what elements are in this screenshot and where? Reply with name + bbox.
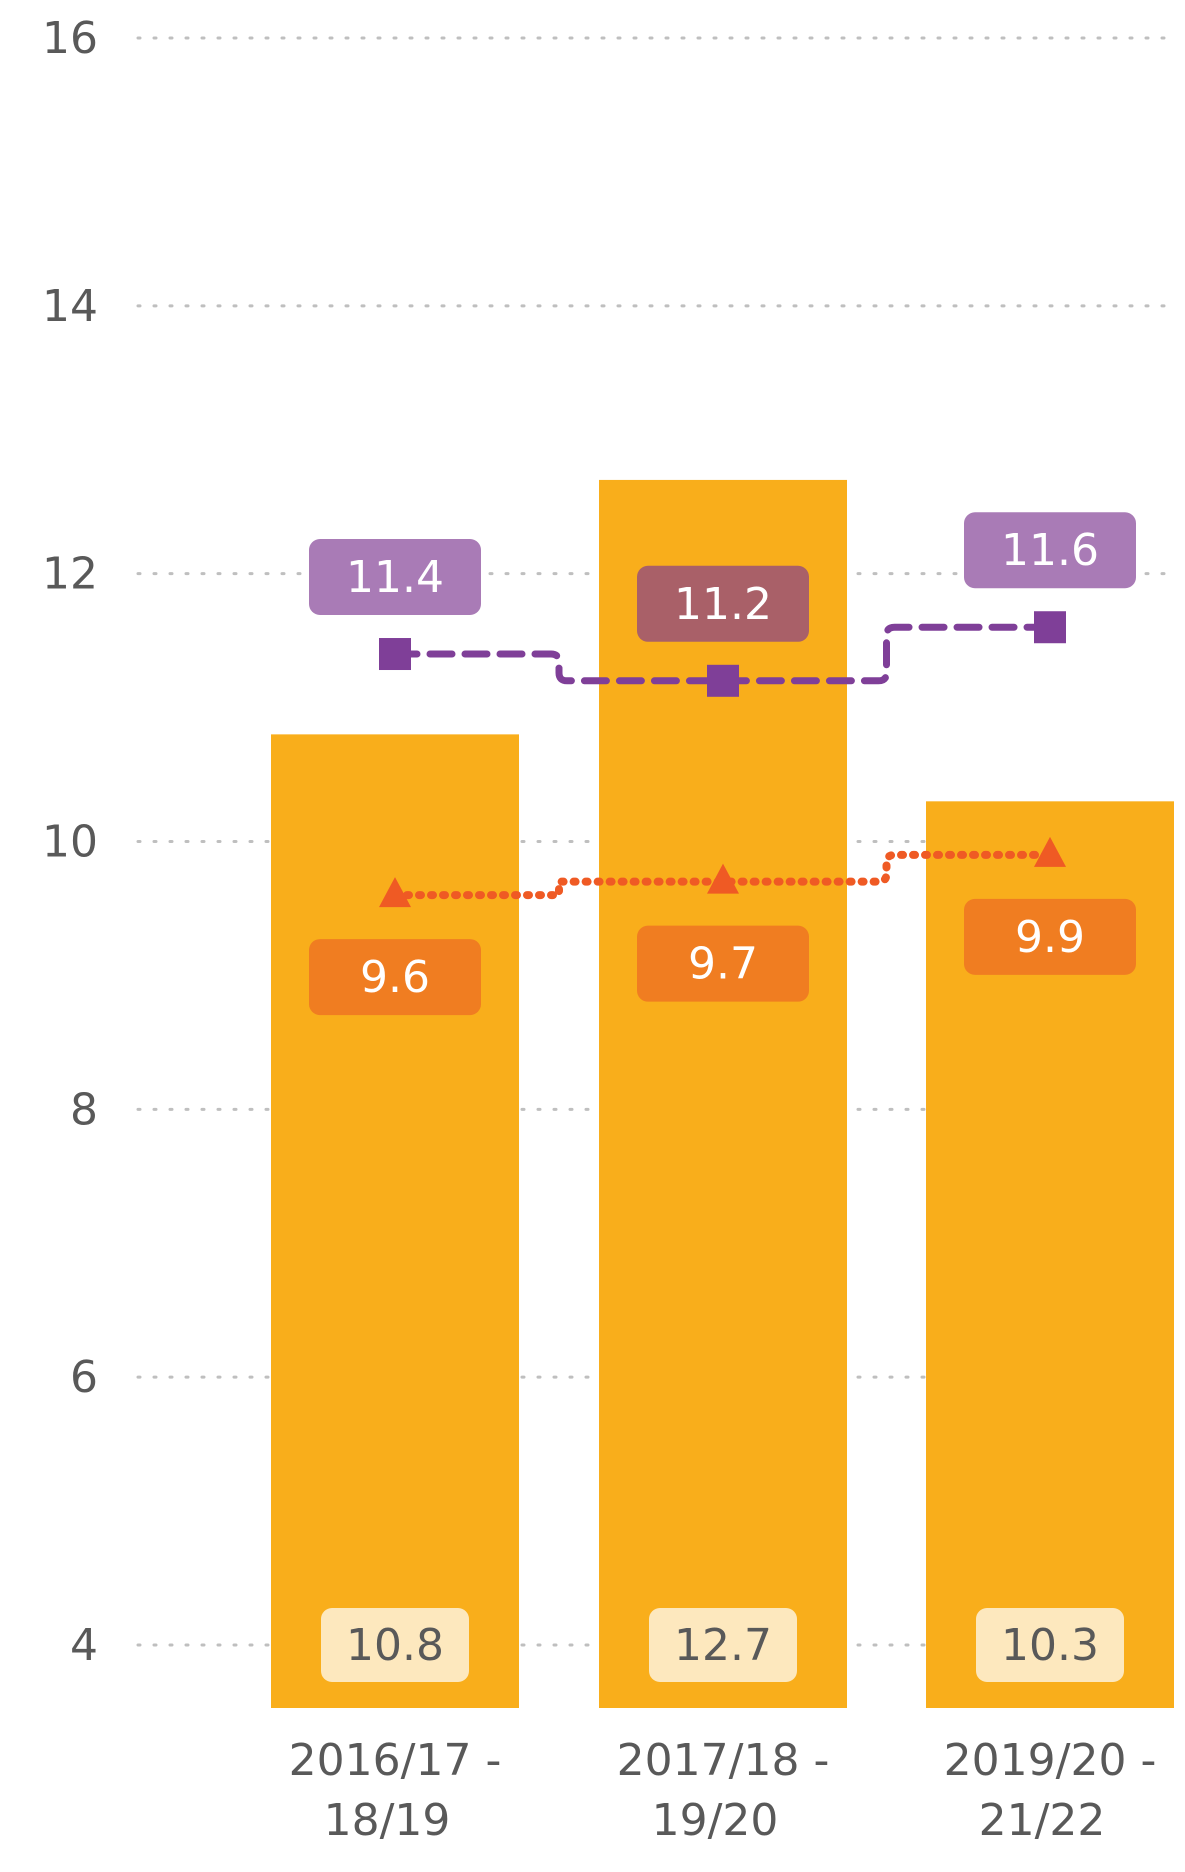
series-marker (707, 664, 739, 697)
data-label-box (309, 939, 481, 1016)
series-marker (379, 638, 411, 671)
data-label: 11.6 (1001, 525, 1099, 576)
lines (379, 611, 1066, 908)
data-label-box (964, 512, 1136, 589)
data-label-box (637, 925, 809, 1002)
data-label: 9.9 (1015, 912, 1085, 963)
data-label: 9.7 (688, 939, 758, 990)
y-tick-label: 10 (42, 817, 98, 868)
data-label-box (637, 565, 809, 642)
data-label: 10.8 (346, 1620, 444, 1671)
y-tick-label: 12 (42, 549, 98, 600)
y-axis-ticks: 4 6 8 10 12 14 16 (42, 13, 98, 1671)
y-tick-label: 8 (70, 1084, 98, 1135)
data-label-box (964, 898, 1136, 975)
data-label-box (309, 539, 481, 616)
x-tick-label: 2017/18 - (617, 1735, 830, 1786)
x-tick-label: 21/22 (979, 1795, 1106, 1846)
series-marker (707, 863, 739, 894)
data-labels: 10.8 12.7 10.3 11.4 11.2 11.6 9.6 9.7 9.9 (309, 512, 1136, 1682)
data-label: 10.3 (1001, 1620, 1099, 1671)
x-tick-label: 2019/20 - (944, 1735, 1157, 1786)
data-label-box (649, 1608, 797, 1682)
series-marker (1034, 836, 1066, 867)
data-label: 12.7 (674, 1620, 772, 1671)
y-tick-label: 16 (42, 13, 98, 64)
series-line (391, 850, 1054, 900)
y-tick-label: 6 (70, 1352, 98, 1403)
series-marker (1034, 611, 1066, 644)
x-tick-label: 18/19 (324, 1795, 451, 1846)
data-label: 11.2 (674, 579, 772, 630)
x-tick-label: 19/20 (652, 1795, 779, 1846)
data-label-box (976, 1608, 1124, 1682)
y-tick-label: 14 (42, 281, 98, 332)
y-tick-label: 4 (70, 1620, 98, 1671)
data-label: 11.4 (346, 552, 444, 603)
x-tick-label: 2016/17 - (289, 1735, 502, 1786)
series-marker (379, 877, 411, 908)
bar (599, 479, 847, 1708)
x-axis-ticks: 2016/17 - 18/19 2017/18 - 19/20 2019/20 - 21/… (289, 1735, 1157, 1846)
data-label: 9.6 (360, 952, 430, 1003)
data-label-box (321, 1608, 469, 1682)
